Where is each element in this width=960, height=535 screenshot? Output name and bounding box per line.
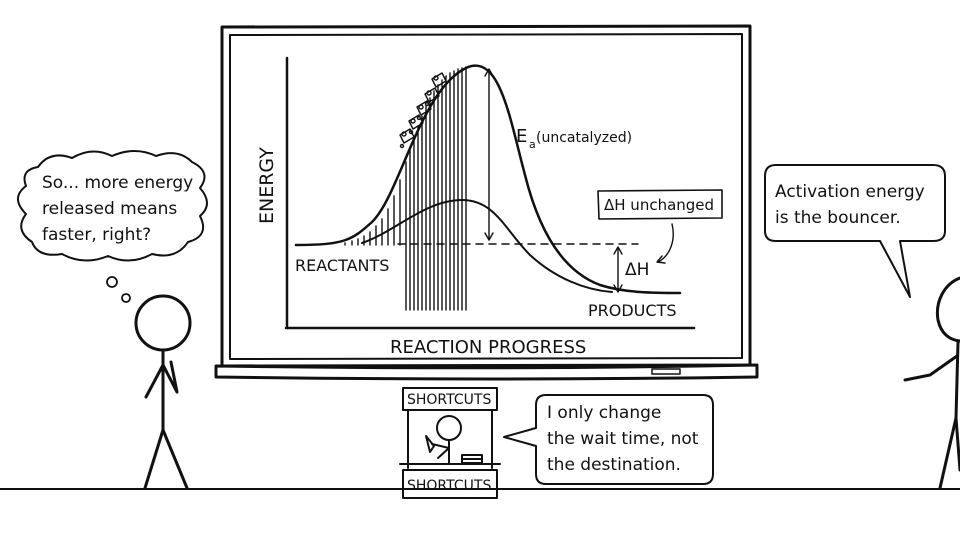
board-tray [214,363,759,381]
thought-line-3: faster, right? [42,225,151,245]
thought-line-2: released means [42,199,177,219]
products-label: PRODUCTS [588,301,677,320]
booth-bubble-line-1: I only change [547,403,661,423]
stick-figure-right [903,276,960,490]
y-axis-label: ENERGY [256,147,278,224]
booth-bottom-sign: SHORTCUTS [407,478,491,494]
svg-text:(uncatalyzed): (uncatalyzed) [536,130,632,146]
svg-text:E: E [516,126,527,147]
dh-unchanged-note: ΔH unchanged [597,189,723,264]
right-bubble-line-1: Activation energy [775,182,925,202]
svg-text:a: a [529,138,536,151]
thought-line-1: So... more energy [42,173,193,193]
ea-label: E a (uncatalyzed) [516,126,632,151]
booth-bubble-line-3: the destination. [547,455,681,475]
uncatalyzed-curve [294,64,682,295]
shortcuts-booth: SHORTCUTS SHORTCUTS [399,387,501,499]
catalyzed-curve [361,199,613,293]
reactants-label: REACTANTS [295,256,389,275]
roller-coaster-cars [399,72,447,149]
thought-bubble: So... more energy released means faster,… [17,150,208,303]
stick-figure-left [134,294,192,490]
booth-top-sign: SHORTCUTS [407,392,491,408]
right-speech-bubble: Activation energy is the bouncer. [764,164,946,298]
dh-label: ΔH [625,260,649,280]
climb-hatching [344,66,467,311]
whiteboard [214,24,759,381]
energy-diagram: ENERGY REACTION PROGRESS REACTANTS PRODU… [256,56,723,358]
x-axis-label: REACTION PROGRESS [390,337,586,358]
svg-text:ΔH unchanged: ΔH unchanged [604,196,714,214]
booth-vendor [425,415,483,465]
right-bubble-line-2: is the bouncer. [775,208,901,228]
eraser [651,368,681,375]
booth-speech-bubble: I only change the wait time, not the des… [503,394,714,485]
booth-bubble-line-2: the wait time, not [547,429,699,449]
